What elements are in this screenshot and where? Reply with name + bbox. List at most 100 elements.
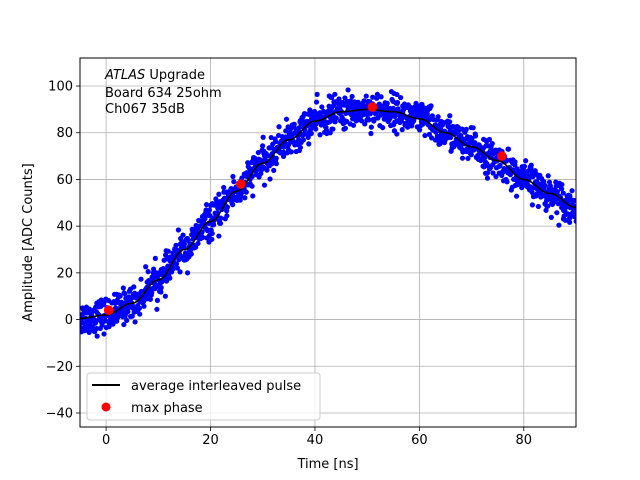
sample-point — [334, 100, 340, 106]
sample-point — [490, 170, 496, 176]
sample-point — [131, 284, 137, 290]
sample-point — [162, 293, 168, 299]
sample-point — [429, 135, 435, 141]
sample-point — [273, 161, 279, 167]
sample-point — [345, 87, 351, 93]
max-phase-point — [367, 102, 378, 112]
sample-point — [230, 173, 236, 180]
sample-point — [542, 182, 548, 188]
sample-point — [313, 126, 319, 132]
sample-point — [470, 125, 476, 131]
sample-point — [528, 162, 534, 168]
sample-point — [243, 189, 249, 195]
sample-point — [291, 121, 297, 127]
max-phase-point — [497, 151, 507, 161]
sample-point — [484, 175, 491, 181]
sample-point — [306, 141, 312, 147]
sample-point — [567, 219, 573, 225]
sample-point — [124, 317, 130, 324]
sample-point — [283, 128, 289, 134]
sample-point — [559, 186, 565, 192]
sample-point — [313, 99, 320, 105]
sample-point — [217, 220, 224, 226]
sample-point — [368, 124, 374, 130]
y-axis-label: Amplitude [ADC Counts] — [21, 163, 36, 321]
x-tick-label: 0 — [102, 433, 110, 448]
sample-point — [366, 117, 372, 123]
sample-point — [173, 261, 180, 267]
sample-point — [265, 153, 271, 159]
sample-point — [206, 207, 213, 213]
sample-point — [276, 124, 282, 130]
sample-point — [86, 329, 92, 335]
sample-point — [138, 276, 144, 282]
sample-point — [374, 95, 380, 101]
sample-point — [184, 270, 191, 276]
y-tick-label: 0 — [65, 313, 73, 328]
max-phase-point — [236, 179, 246, 189]
sample-point — [245, 160, 251, 166]
sample-point — [435, 114, 441, 120]
sample-point — [469, 135, 475, 142]
sample-point — [149, 290, 155, 296]
sample-point — [529, 202, 536, 208]
sample-point — [370, 94, 376, 100]
sample-point — [211, 222, 217, 228]
sample-point — [255, 149, 261, 156]
sample-point — [147, 296, 154, 302]
sample-point — [567, 193, 573, 199]
sample-point — [545, 203, 551, 209]
sample-point — [394, 91, 400, 98]
sample-point — [221, 184, 227, 191]
sample-point — [163, 278, 170, 284]
sample-point — [447, 134, 454, 141]
sample-point — [152, 255, 158, 261]
sample-point — [260, 134, 266, 140]
sample-point — [562, 217, 568, 223]
annotation-line-2: Board 634 25ohm — [105, 86, 222, 101]
sample-point — [249, 183, 255, 189]
sample-point — [308, 130, 314, 137]
y-tick-label: 100 — [48, 80, 73, 95]
sample-point — [363, 93, 369, 99]
plot-data — [80, 87, 576, 339]
annotation-rest: Upgrade — [145, 68, 205, 83]
sample-point — [380, 125, 386, 131]
legend-swatch-max-phase — [101, 402, 111, 412]
sample-point — [572, 197, 576, 204]
y-tick-label: 80 — [56, 126, 73, 141]
sample-point — [405, 124, 411, 130]
y-tick-label: 60 — [56, 173, 73, 188]
x-axis-label: Time [ns] — [296, 457, 358, 472]
sample-point — [343, 118, 350, 124]
axis-ticks: 0 20 40 60 80 −40 −20 0 20 40 60 80 100 — [46, 80, 533, 448]
sample-point — [143, 264, 149, 270]
sample-point — [543, 207, 549, 213]
sample-point — [428, 103, 434, 109]
sample-point — [546, 193, 552, 199]
sample-point — [180, 232, 186, 238]
sample-point — [505, 146, 512, 152]
sample-point — [216, 233, 222, 239]
legend-label-max-phase: max phase — [131, 401, 203, 416]
plot-frame — [79, 57, 577, 428]
sample-point — [440, 119, 446, 126]
sample-point — [237, 197, 243, 203]
sample-point — [216, 191, 222, 197]
sample-point — [224, 204, 231, 210]
sample-point — [361, 98, 367, 104]
sample-point — [447, 119, 453, 125]
sample-point — [573, 218, 576, 224]
sample-point — [154, 297, 161, 303]
sample-point — [173, 242, 179, 248]
annotation-italic: ATLAS — [104, 68, 145, 83]
sample-point — [350, 122, 357, 128]
y-tick-label: −40 — [46, 406, 73, 421]
sample-point — [224, 213, 230, 219]
sample-point — [195, 240, 201, 247]
sample-point — [523, 158, 529, 164]
sample-point — [162, 267, 168, 273]
sample-point — [300, 137, 306, 143]
sample-point — [174, 265, 181, 271]
sample-point — [455, 128, 461, 135]
